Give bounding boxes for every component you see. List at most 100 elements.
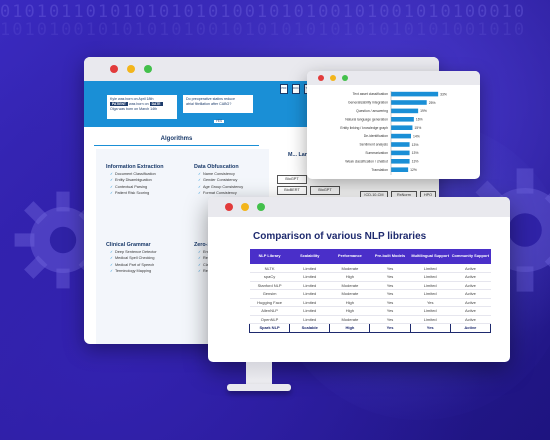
- list-item: Contextual Parsing: [110, 184, 156, 190]
- window-titlebar: [307, 71, 480, 85]
- bar: [391, 159, 410, 164]
- table-cell: Active: [450, 264, 491, 273]
- table-cell: Scalable: [289, 323, 331, 333]
- category-label: Question / answering: [356, 109, 388, 113]
- column-header: Performance: [329, 249, 370, 264]
- table-cell: Active: [449, 323, 492, 333]
- comparison-title: Comparison of various NLP libraries: [253, 231, 427, 242]
- table-cell: Yes: [410, 298, 451, 307]
- value-label: 12%: [410, 168, 417, 172]
- ner-sentence-1: Kyle was born on April 18th: [110, 97, 154, 101]
- table-row: Gensim Limited Moderate Yes Limited Active: [249, 289, 491, 299]
- doc-file-icon: DOC: [292, 84, 300, 94]
- column-header: Multilingual Support: [410, 249, 451, 264]
- table-row: Stanford NLP Limited Moderate Yes Limited Act…: [249, 281, 491, 290]
- close-icon[interactable]: [318, 75, 324, 81]
- table-cell: Limited: [410, 264, 451, 273]
- table-cell: spaCy: [249, 272, 290, 282]
- value-label: 13%: [412, 151, 419, 155]
- table-cell: Gensim: [249, 289, 290, 299]
- table-cell: Active: [450, 315, 491, 324]
- bar: [391, 100, 427, 105]
- table-cell: Limited: [410, 281, 451, 290]
- model-tag: BioBERT: [277, 186, 307, 195]
- maximize-icon[interactable]: [144, 65, 152, 73]
- category-label: Weak classification / chatbot: [345, 159, 388, 163]
- maximize-icon[interactable]: [342, 75, 348, 81]
- table-cell: High: [329, 306, 370, 316]
- section-title: Clinical Grammar: [106, 242, 151, 248]
- value-label: 13%: [412, 143, 419, 147]
- bar: [391, 117, 414, 122]
- list-item: Format Consistency: [198, 190, 243, 196]
- section-list: Name Consistency Gender Consistency Age …: [198, 171, 243, 197]
- list-item: Medical Part of Speech: [110, 262, 157, 268]
- list-item: Deep Sentence Detector: [110, 249, 157, 255]
- maximize-icon[interactable]: [257, 203, 265, 211]
- list-item: Age Group Consistency: [198, 184, 243, 190]
- comparison-table: NLP Library Scalability Performance Pre-…: [248, 249, 492, 333]
- list-item: Document Classification: [110, 171, 156, 177]
- table-row: OpenNLP Limited Moderate Yes Limited Active: [249, 315, 491, 324]
- minimize-icon[interactable]: [127, 65, 135, 73]
- table-cell: Yes: [369, 315, 411, 324]
- table-cell: Limited: [410, 306, 451, 316]
- window-titlebar: [208, 197, 510, 217]
- language-models-heading: M... Langu...: [288, 152, 320, 158]
- monitor-stand: [246, 362, 272, 387]
- bar: [391, 133, 411, 139]
- category-label: Natural language generation: [345, 117, 388, 121]
- table-cell: Limited: [289, 306, 330, 316]
- table-cell: Limited: [410, 315, 451, 324]
- value-label: 15%: [414, 126, 421, 130]
- value-label: 16%: [416, 118, 423, 122]
- close-icon[interactable]: [225, 203, 233, 211]
- table-row: Spark NLP Scalable High Yes Yes Active: [248, 323, 492, 333]
- table-row: AllenNLP Limited High Yes Limited Active: [249, 306, 491, 316]
- section-title: Data Obfuscation: [194, 164, 239, 170]
- section-list: Deep Sentence Detector Medical Spell Che…: [110, 249, 157, 275]
- table-cell: Active: [450, 306, 491, 316]
- qa-example-box: Do preoperative statins reduce atrial fi…: [183, 95, 253, 113]
- table-cell: Limited: [289, 298, 330, 307]
- table-cell: High: [329, 323, 371, 333]
- bar: [391, 142, 410, 147]
- list-item: Medical Spell Checking: [110, 255, 157, 261]
- value-label: 33%: [440, 92, 447, 96]
- value-label: 13%: [412, 160, 419, 164]
- table-cell: NLTK: [249, 264, 290, 273]
- category-label: De-identification: [364, 134, 388, 138]
- table-cell: Yes: [409, 323, 451, 333]
- minimize-icon[interactable]: [241, 203, 249, 211]
- binary-pattern: 0101011010101010101001010100101001010100…: [0, 2, 527, 22]
- date-chip: DATE: [149, 102, 163, 106]
- monitor-base: [227, 384, 291, 391]
- table-cell: Limited: [410, 272, 451, 282]
- table-cell: Moderate: [329, 281, 370, 290]
- table-cell: Yes: [369, 289, 411, 299]
- category-label: Summarization: [365, 151, 388, 155]
- table-cell: High: [329, 298, 370, 307]
- value-label: 25%: [429, 101, 436, 105]
- category-label: Sentiment analysis: [360, 143, 389, 147]
- column-header: Scalability: [289, 249, 330, 264]
- nlp-usage-chart-window: Text asset classification 33% Generalizabi…: [307, 71, 480, 179]
- minimize-icon[interactable]: [330, 75, 336, 81]
- category-label: Generalizability integration: [348, 101, 388, 105]
- list-item: Name Consistency: [198, 171, 243, 177]
- table-cell: Active: [450, 298, 491, 307]
- bar: [391, 91, 439, 97]
- table-cell: Active: [450, 281, 491, 290]
- algorithms-heading: Algorithms: [84, 132, 269, 146]
- binary-pattern-secondary: 1010100101010101001010101010101010101001…: [0, 20, 527, 40]
- bar: [391, 125, 413, 130]
- value-label: 14%: [413, 134, 420, 138]
- table-cell: Yes: [369, 264, 411, 273]
- category-label: Entity linking / knowledge graph: [340, 126, 388, 130]
- table-cell: Limited: [289, 264, 330, 273]
- model-tag: BioGPT: [277, 175, 307, 184]
- table-cell: Yes: [369, 306, 411, 316]
- table-cell: Limited: [289, 281, 330, 290]
- bar: [391, 150, 410, 156]
- close-icon[interactable]: [110, 65, 118, 73]
